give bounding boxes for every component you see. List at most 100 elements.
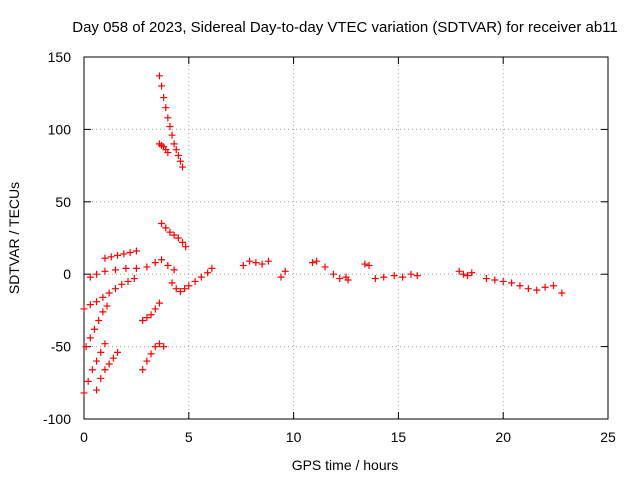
data-point: [172, 285, 180, 293]
data-point: [168, 279, 176, 287]
series-arc-mid-lower: [139, 299, 163, 325]
data-point: [482, 275, 490, 283]
data-point: [93, 270, 101, 278]
data-point: [344, 276, 352, 284]
data-point: [155, 340, 163, 348]
data-point: [160, 343, 168, 351]
data-point: [143, 314, 151, 322]
data-point: [252, 259, 260, 267]
data-point: [147, 311, 155, 319]
data-point: [86, 301, 94, 309]
data-point: [105, 360, 113, 368]
data-point: [143, 263, 151, 271]
data-point: [365, 262, 373, 270]
data-point: [176, 288, 184, 296]
data-point: [158, 220, 166, 228]
series-arc-short-high: [155, 140, 172, 157]
x-tick-label: 25: [600, 429, 616, 445]
data-point: [80, 305, 88, 313]
data-point: [516, 282, 524, 290]
data-point: [97, 374, 105, 382]
series-arc-near-zero-13-16: [361, 260, 421, 283]
y-tick-label: 100: [48, 121, 72, 137]
data-point: [86, 273, 94, 281]
data-point: [413, 272, 421, 280]
data-point: [139, 366, 147, 374]
x-tick-label: 5: [185, 429, 193, 445]
data-point: [176, 157, 184, 165]
data-point: [277, 273, 285, 281]
data-point: [313, 257, 321, 265]
data-point: [558, 289, 566, 297]
data-point: [120, 250, 128, 258]
series-arc-near-zero-10-13: [308, 257, 352, 284]
series-arc-steep-left-1: [80, 340, 109, 397]
data-point: [139, 317, 147, 325]
series-arc-near-zero-18: [455, 267, 476, 280]
data-point: [168, 131, 176, 139]
data-point: [524, 285, 532, 293]
data-point: [109, 354, 117, 362]
data-point: [321, 263, 329, 271]
x-tick-label: 15: [391, 429, 407, 445]
data-point: [464, 272, 472, 280]
data-point: [371, 275, 379, 283]
series-arc-near-zero-mid: [239, 257, 289, 281]
series-arc-top-left-plateau: [101, 247, 140, 262]
data-point: [124, 277, 132, 285]
data-point: [101, 254, 109, 262]
data-point: [103, 302, 111, 310]
data-point: [162, 104, 170, 112]
data-point: [380, 273, 388, 281]
data-point: [114, 348, 122, 356]
y-tick-label: -100: [43, 411, 71, 427]
data-point: [197, 273, 205, 281]
data-point: [204, 269, 212, 277]
grid-lines: [84, 57, 608, 419]
data-point: [491, 276, 499, 284]
data-point: [95, 317, 103, 325]
data-point: [399, 273, 407, 281]
data-point: [170, 266, 178, 274]
data-point: [459, 270, 467, 278]
data-point: [132, 264, 140, 272]
data-point: [390, 272, 398, 280]
data-point: [99, 293, 107, 301]
data-point: [114, 251, 122, 259]
data-points: [80, 72, 566, 397]
data-point: [336, 275, 344, 283]
data-point: [84, 377, 92, 385]
data-point: [147, 350, 155, 358]
data-point: [158, 82, 166, 90]
y-tick-label: 150: [48, 49, 72, 65]
data-point: [143, 357, 151, 365]
data-point: [550, 282, 558, 290]
y-tick-label: 0: [63, 266, 71, 282]
data-point: [151, 343, 159, 351]
data-point: [166, 123, 174, 131]
data-point: [185, 282, 193, 290]
x-axis-label: GPS time / hours: [292, 457, 399, 473]
y-axis: -100 -50 0 50 100 150: [43, 49, 608, 427]
data-point: [93, 386, 101, 394]
data-point: [158, 256, 166, 264]
y-axis-label: SDTVAR / TECUs: [6, 182, 22, 294]
data-point: [174, 234, 182, 242]
data-point: [246, 257, 254, 265]
series-arc-descending-30: [158, 220, 190, 251]
series-arc-steep-high: [155, 72, 187, 171]
data-point: [130, 275, 138, 283]
data-point: [86, 334, 94, 342]
data-point: [361, 260, 369, 268]
data-point: [99, 308, 107, 316]
data-point: [151, 305, 159, 313]
data-point: [97, 348, 105, 356]
data-point: [191, 277, 199, 285]
data-point: [82, 343, 90, 351]
chart-title: Day 058 of 2023, Sidereal Day-to-day VTE…: [72, 19, 618, 36]
series-arc-band-19-23: [482, 275, 566, 297]
data-point: [164, 262, 172, 270]
data-point: [122, 264, 130, 272]
data-point: [151, 259, 159, 267]
data-point: [101, 340, 109, 348]
